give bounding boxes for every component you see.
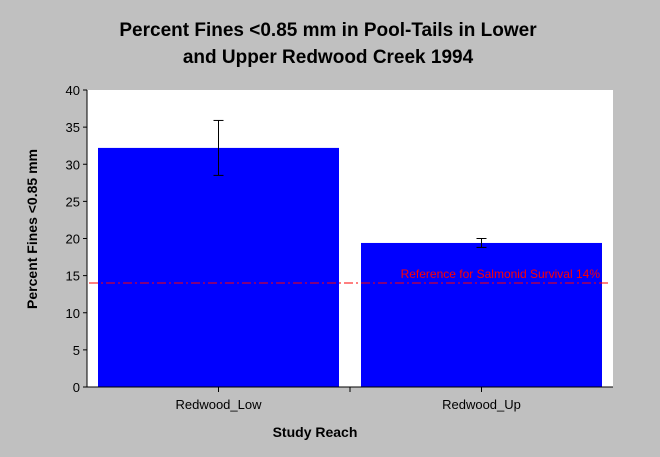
error-bars-layer [213, 119, 487, 248]
reference-layer: Reference for Salmonid Survival 14% [89, 267, 611, 284]
y-tick-label: 5 [73, 343, 80, 358]
chart-title-line-2: and Upper Redwood Creek 1994 [183, 47, 474, 68]
y-tick-label: 25 [66, 194, 80, 209]
bar-Redwood_Up [361, 242, 602, 387]
y-axis-title: Percent Fines <0.85 mm [24, 149, 40, 309]
x-axis-title: Study Reach [273, 424, 358, 440]
y-ticks-layer: 0 5 10 15 20 25 30 35 40 [66, 83, 87, 395]
y-tick-label: 15 [66, 269, 80, 284]
bars-layer [98, 147, 602, 387]
error-bar-Redwood_Low [213, 119, 224, 176]
y-tick-label: 20 [66, 232, 80, 247]
x-tick-label: Redwood_Low [175, 397, 262, 412]
reference-line-label: Reference for Salmonid Survival 14% [401, 267, 601, 281]
y-tick-label: 35 [66, 120, 80, 135]
bar-Redwood_Low [98, 147, 339, 387]
x-tick-label: Redwood_Up [442, 397, 521, 412]
y-tick-label: 0 [73, 380, 80, 395]
error-bar-Redwood_Up [476, 238, 487, 248]
y-tick-label: 10 [66, 306, 80, 321]
chart-title-line-1: Percent Fines <0.85 mm in Pool-Tails in … [119, 20, 537, 41]
y-tick-label: 30 [66, 157, 80, 172]
y-tick-label: 40 [66, 83, 80, 98]
x-ticks-layer: Redwood_Low Redwood_Up [175, 387, 521, 412]
